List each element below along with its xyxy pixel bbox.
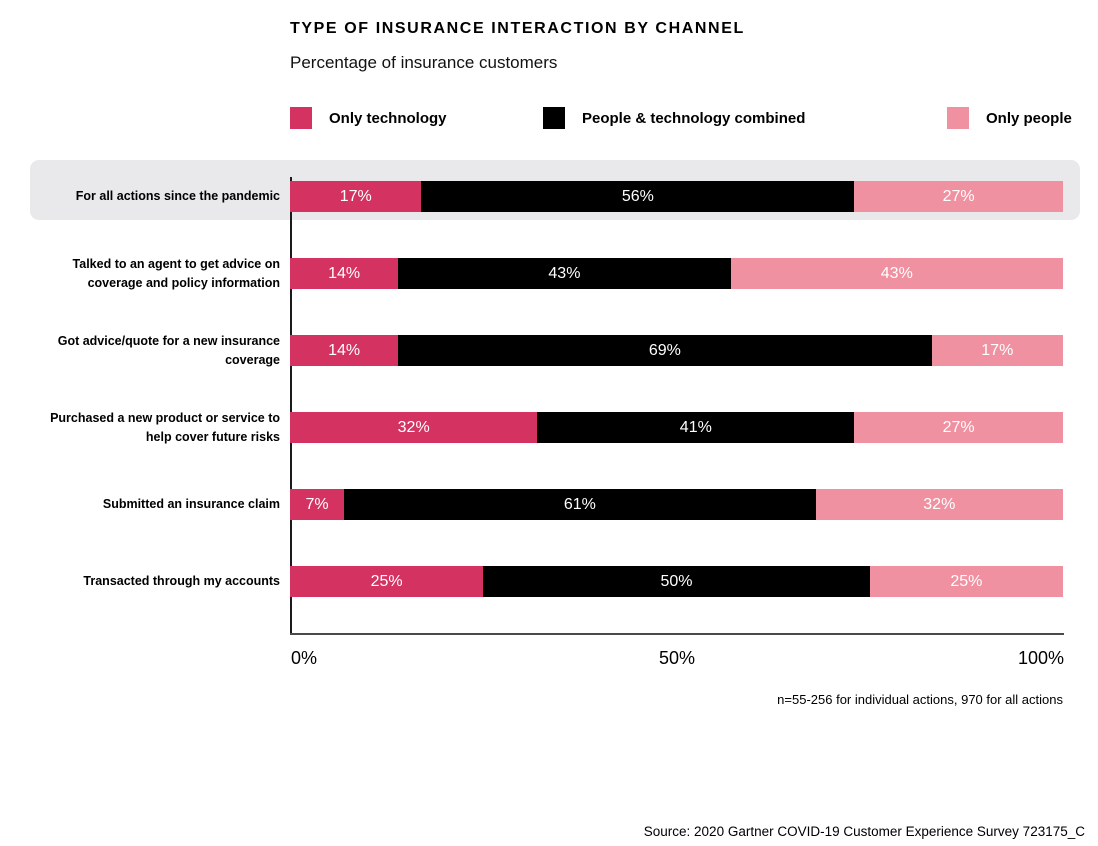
chart-row: For all actions since the pandemic 17% 56%… (0, 158, 1098, 235)
row-label: Submitted an insurance claim (102, 497, 280, 512)
chart-rows: For all actions since the pandemic 17% 56%… (0, 158, 1098, 620)
chart-row: Transacted through my accounts 25% 50% 25% (0, 543, 1098, 620)
bar-value-label: 43% (880, 264, 913, 282)
bar-segment: 27% (854, 181, 1063, 212)
row-label: Got advice/quote for a new insurance cov… (57, 334, 280, 367)
chart-subtitle: Percentage of insurance customers (290, 53, 558, 72)
bar-segment: 56% (421, 181, 855, 212)
chart-row: Talked to an agent to get advice on cove… (0, 235, 1098, 312)
x-axis-line (290, 633, 1064, 635)
stacked-bar: 7% 61% 32% (290, 489, 1063, 520)
stacked-bar: 14% 43% 43% (290, 258, 1063, 289)
legend-label: Only people (986, 109, 1072, 127)
bar-value-label: 14% (328, 264, 361, 282)
bar-segment: 41% (537, 412, 855, 443)
bar-value-label: 43% (548, 264, 581, 282)
bar-segment: 7% (290, 489, 345, 520)
bar-segment: 50% (483, 566, 870, 597)
row-label: For all actions since the pandemic (75, 189, 280, 204)
bar-segment: 61% (344, 489, 816, 520)
source-attribution: Source: 2020 Gartner COVID-19 Customer E… (643, 824, 1085, 839)
legend-item: Only people (947, 107, 1072, 129)
bar-value-label: 17% (339, 187, 372, 205)
bar-value-label: 25% (950, 572, 983, 590)
bar-segment: 14% (290, 335, 399, 366)
bar-segment: 43% (398, 258, 731, 289)
bar-value-label: 7% (305, 495, 329, 513)
bar-segment: 17% (931, 335, 1063, 366)
bar-segment: 17% (290, 181, 422, 212)
row-label: Purchased a new product or service to he… (50, 411, 280, 444)
chart-row: Got advice/quote for a new insurance cov… (0, 312, 1098, 389)
x-tick-50: 50% (658, 648, 696, 668)
bar-segment: 14% (290, 258, 399, 289)
bar-segment: 69% (398, 335, 932, 366)
bar-segment: 27% (854, 412, 1063, 443)
bar-value-label: 50% (660, 572, 693, 590)
bar-value-label: 25% (370, 572, 403, 590)
stacked-bar: 17% 56% 27% (290, 181, 1063, 212)
row-label: Talked to an agent to get advice on cove… (72, 257, 280, 290)
stacked-bar: 32% 41% 27% (290, 412, 1063, 443)
chart-row: Submitted an insurance claim 7% 61% 32% (0, 466, 1098, 543)
legend-swatch-icon (543, 107, 565, 129)
legend-item: People & technology combined (543, 107, 805, 129)
legend-swatch-icon (947, 107, 969, 129)
bar-segment: 25% (869, 566, 1063, 597)
bar-segment: 25% (290, 566, 484, 597)
legend-label: People & technology combined (582, 109, 806, 127)
bar-value-label: 32% (923, 495, 956, 513)
chart-title: TYPE OF INSURANCE INTERACTION BY CHANNEL (290, 20, 745, 37)
bar-value-label: 17% (981, 341, 1014, 359)
bar-segment: 32% (815, 489, 1063, 520)
legend-label: Only technology (329, 109, 447, 127)
legend-swatch-icon (290, 107, 312, 129)
legend-item: Only technology (290, 107, 447, 129)
legend: Only technology People & technology combi… (0, 107, 1098, 133)
bar-value-label: 61% (563, 495, 596, 513)
bar-segment: 43% (730, 258, 1063, 289)
y-axis-line (290, 177, 292, 635)
bar-value-label: 14% (328, 341, 361, 359)
x-tick-100: 100% (1017, 648, 1064, 668)
bar-segment: 32% (290, 412, 538, 443)
bar-value-label: 32% (397, 418, 430, 436)
stacked-bar: 14% 69% 17% (290, 335, 1063, 366)
bar-value-label: 56% (621, 187, 654, 205)
row-label: Transacted through my accounts (83, 574, 280, 589)
sample-size-note: n=55-256 for individual actions, 970 for… (777, 692, 1063, 707)
bar-value-label: 69% (648, 341, 681, 359)
bar-value-label: 27% (942, 418, 975, 436)
x-tick-0: 0% (291, 648, 318, 668)
chart-row: Purchased a new product or service to he… (0, 389, 1098, 466)
stacked-bar: 25% 50% 25% (290, 566, 1063, 597)
bar-value-label: 41% (679, 418, 712, 436)
bar-value-label: 27% (942, 187, 975, 205)
